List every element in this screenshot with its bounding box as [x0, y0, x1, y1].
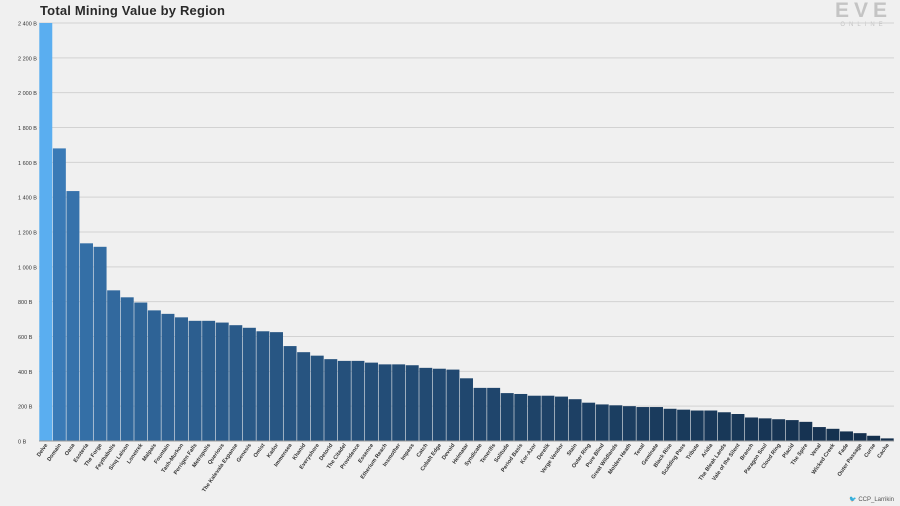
y-tick-label: 1 600 B — [18, 161, 37, 167]
x-tick-label: Delve — [36, 443, 49, 458]
x-tick-label: Stain — [566, 442, 579, 457]
bar-branch — [745, 417, 758, 441]
y-tick-label: 600 B — [18, 335, 33, 341]
bar-perrigen-falls — [188, 320, 202, 441]
bar-curse — [867, 435, 881, 441]
bar-molden-heath — [622, 406, 636, 441]
bar-the-bleak-lands — [717, 412, 731, 441]
bar-kor-azor — [527, 395, 541, 441]
y-tick-label: 2 400 B — [18, 22, 37, 28]
bar-devoid — [446, 369, 460, 441]
x-tick-label: Tenal — [634, 442, 647, 457]
bar-omist — [256, 331, 270, 441]
y-tick-label: 1 400 B — [18, 196, 37, 202]
bar-etherium-reach — [378, 364, 392, 441]
x-tick-label: Omist — [253, 443, 267, 459]
bar-querious — [215, 322, 229, 441]
y-tick-label: 2 000 B — [18, 91, 37, 97]
bar-the-spire — [799, 421, 813, 441]
bar-providence — [351, 360, 365, 441]
bar-insmother — [392, 364, 406, 441]
bar-stain — [568, 399, 582, 441]
bar-cloud-ring — [772, 419, 786, 441]
bar-malpais — [147, 310, 161, 441]
bar-immensea — [283, 346, 297, 441]
bar-kador — [270, 332, 283, 441]
bar-metropolis — [202, 320, 216, 441]
y-tick-label: 0 B — [18, 440, 27, 446]
bar-genesis — [242, 327, 256, 441]
bar-impass — [405, 365, 419, 441]
bar-heimatar — [460, 378, 473, 441]
bar-tenal — [636, 407, 650, 441]
bar-sinq-laison — [120, 297, 134, 441]
bar-solitude — [500, 393, 514, 441]
bar-paragon-soul — [758, 418, 772, 441]
bar-fade — [840, 431, 853, 441]
x-tick-label: Domain — [47, 442, 64, 462]
bar-verge-vendor — [555, 396, 568, 441]
bar-venal — [812, 427, 826, 441]
x-tick-label: Tribute — [685, 443, 700, 461]
x-tick-label: Venal — [810, 442, 823, 458]
bar-placid — [785, 420, 799, 441]
bar-outer-ring — [582, 402, 596, 441]
bar-delve — [39, 23, 53, 441]
bar-catch — [419, 367, 433, 441]
bar-geminate — [650, 407, 663, 441]
y-tick-label: 200 B — [18, 405, 33, 411]
twitter-bird-icon: 🐦 — [849, 497, 857, 503]
bar-lonetrek — [134, 302, 148, 441]
bar-great-wildlands — [609, 405, 623, 441]
bar-pure-blind — [595, 404, 609, 441]
bar-outer-passage — [853, 433, 867, 441]
bar-the-kalevala-expanse — [229, 325, 243, 441]
bar-tenerifis — [487, 387, 501, 441]
bar-cache — [880, 438, 894, 441]
bar-syndicate — [473, 387, 487, 441]
bar-the-forge — [93, 246, 107, 441]
logo-main-text: EVE — [834, 0, 892, 22]
bar-the-citadel — [337, 360, 351, 441]
logo-sub-text: ONLINE — [840, 22, 887, 28]
x-tick-label: Oasa — [64, 442, 77, 457]
bar-domain — [52, 148, 66, 441]
eve-online-logo: EVE ONLINE — [835, 0, 892, 29]
bar-wicked-creek — [826, 428, 840, 441]
bar-khanid — [297, 352, 311, 441]
bar-vale-of-the-silent — [731, 414, 745, 441]
bar-everyshore — [310, 355, 324, 441]
y-tick-label: 1 200 B — [18, 231, 37, 237]
bar-scalding-pass — [677, 409, 691, 441]
bar-derelik — [541, 395, 555, 441]
y-tick-label: 2 200 B — [18, 56, 37, 62]
y-tick-label: 1 800 B — [18, 126, 37, 132]
chart-title: Total Mining Value by Region — [40, 3, 226, 18]
bar-tribute — [690, 410, 704, 441]
bar-essence — [365, 362, 378, 441]
y-tick-label: 800 B — [18, 300, 33, 306]
y-tick-label: 400 B — [18, 370, 33, 376]
credit-text: CCP_Larrikin — [858, 497, 894, 503]
bar-black-rise — [663, 408, 677, 441]
x-tick-label: Fade — [838, 443, 850, 457]
bar-fountain — [161, 313, 175, 441]
bar-tash-murkon — [175, 317, 188, 441]
x-tick-label: Impass — [400, 443, 416, 462]
bar-esoteria — [80, 243, 93, 441]
y-tick-label: 1 000 B — [18, 265, 37, 271]
bar-cobalt-edge — [432, 368, 446, 441]
bar-oasa — [66, 191, 80, 441]
x-tick-label: Cache — [876, 443, 890, 460]
credit: 🐦 CCP_Larrikin — [849, 496, 894, 503]
bar-aridia — [704, 410, 718, 441]
bar-feythabolis — [107, 290, 121, 441]
bar-period-basis — [514, 393, 528, 441]
bar-detorid — [324, 359, 338, 441]
